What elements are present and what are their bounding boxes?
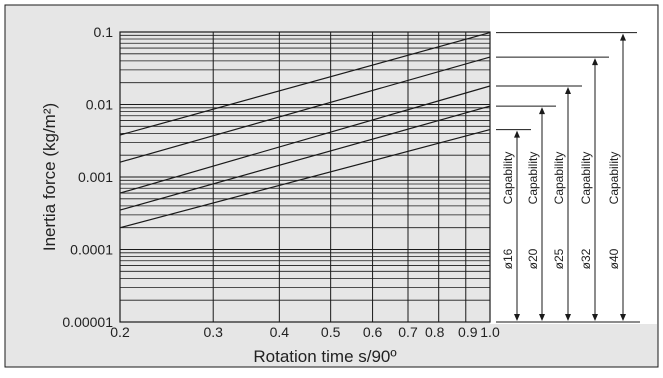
x-tick-label: 0.7 — [398, 324, 418, 340]
arrow-down-icon — [514, 314, 520, 321]
series-lines — [119, 32, 491, 229]
series-line-ø32 — [119, 56, 491, 163]
capability-label: Capability — [501, 152, 515, 205]
arrow-up-icon — [592, 58, 598, 66]
series-line-ø40 — [119, 32, 491, 136]
series-size-label: ø40 — [607, 248, 621, 269]
series-size-label: ø16 — [501, 248, 515, 269]
x-tick-label: 0.6 — [363, 324, 383, 340]
y-tick-label: 0.00001 — [62, 314, 113, 330]
right-panel — [490, 6, 657, 324]
capability-label: Capability — [579, 152, 593, 205]
arrow-up-icon — [620, 33, 626, 41]
capability-panel: Capability ø16 Capability ø20 Capability ø25 C… — [496, 32, 640, 323]
series-size-label: ø32 — [579, 248, 593, 269]
capability-label: Capability — [607, 152, 621, 205]
series-line-ø16 — [119, 129, 491, 229]
arrow-down-icon — [565, 314, 571, 321]
x-tick-label: 0.8 — [425, 324, 445, 340]
x-axis-label: Rotation time s/90º — [253, 347, 396, 366]
x-tick-label: 0.9 — [458, 324, 478, 340]
y-tick-label: 0.1 — [94, 24, 114, 40]
series-line-ø20 — [119, 105, 491, 211]
capability-label: Capability — [552, 152, 566, 205]
series-size-label: ø20 — [526, 248, 540, 269]
y-tick-label: 0.01 — [86, 97, 113, 113]
arrow-up-icon — [565, 86, 571, 94]
x-tick-label: 1.0 — [480, 324, 500, 340]
x-tick-label: 0.2 — [110, 324, 130, 340]
x-tick-label: 0.5 — [321, 324, 341, 340]
y-tick-label: 0.0001 — [70, 242, 113, 258]
series-size-label: ø25 — [552, 248, 566, 269]
y-tick-labels: 0.1 0.01 0.001 0.0001 0.00001 — [62, 24, 113, 330]
arrow-down-icon — [620, 314, 626, 321]
series-line-ø25 — [119, 85, 491, 194]
plot-frame — [119, 31, 491, 323]
arrow-down-icon — [592, 314, 598, 321]
y-axis-label: Inertia force (kg/m²) — [40, 103, 59, 251]
x-tick-label: 0.4 — [270, 324, 290, 340]
capability-label: Capability — [526, 152, 540, 205]
x-tick-labels: 0.2 0.3 0.4 0.5 0.6 0.7 0.8 0.9 1.0 — [110, 324, 500, 340]
y-tick-label: 0.001 — [78, 169, 113, 185]
arrow-up-icon — [539, 107, 545, 115]
arrow-up-icon — [514, 130, 520, 138]
x-tick-label: 0.3 — [203, 324, 223, 340]
arrow-down-icon — [539, 314, 545, 321]
